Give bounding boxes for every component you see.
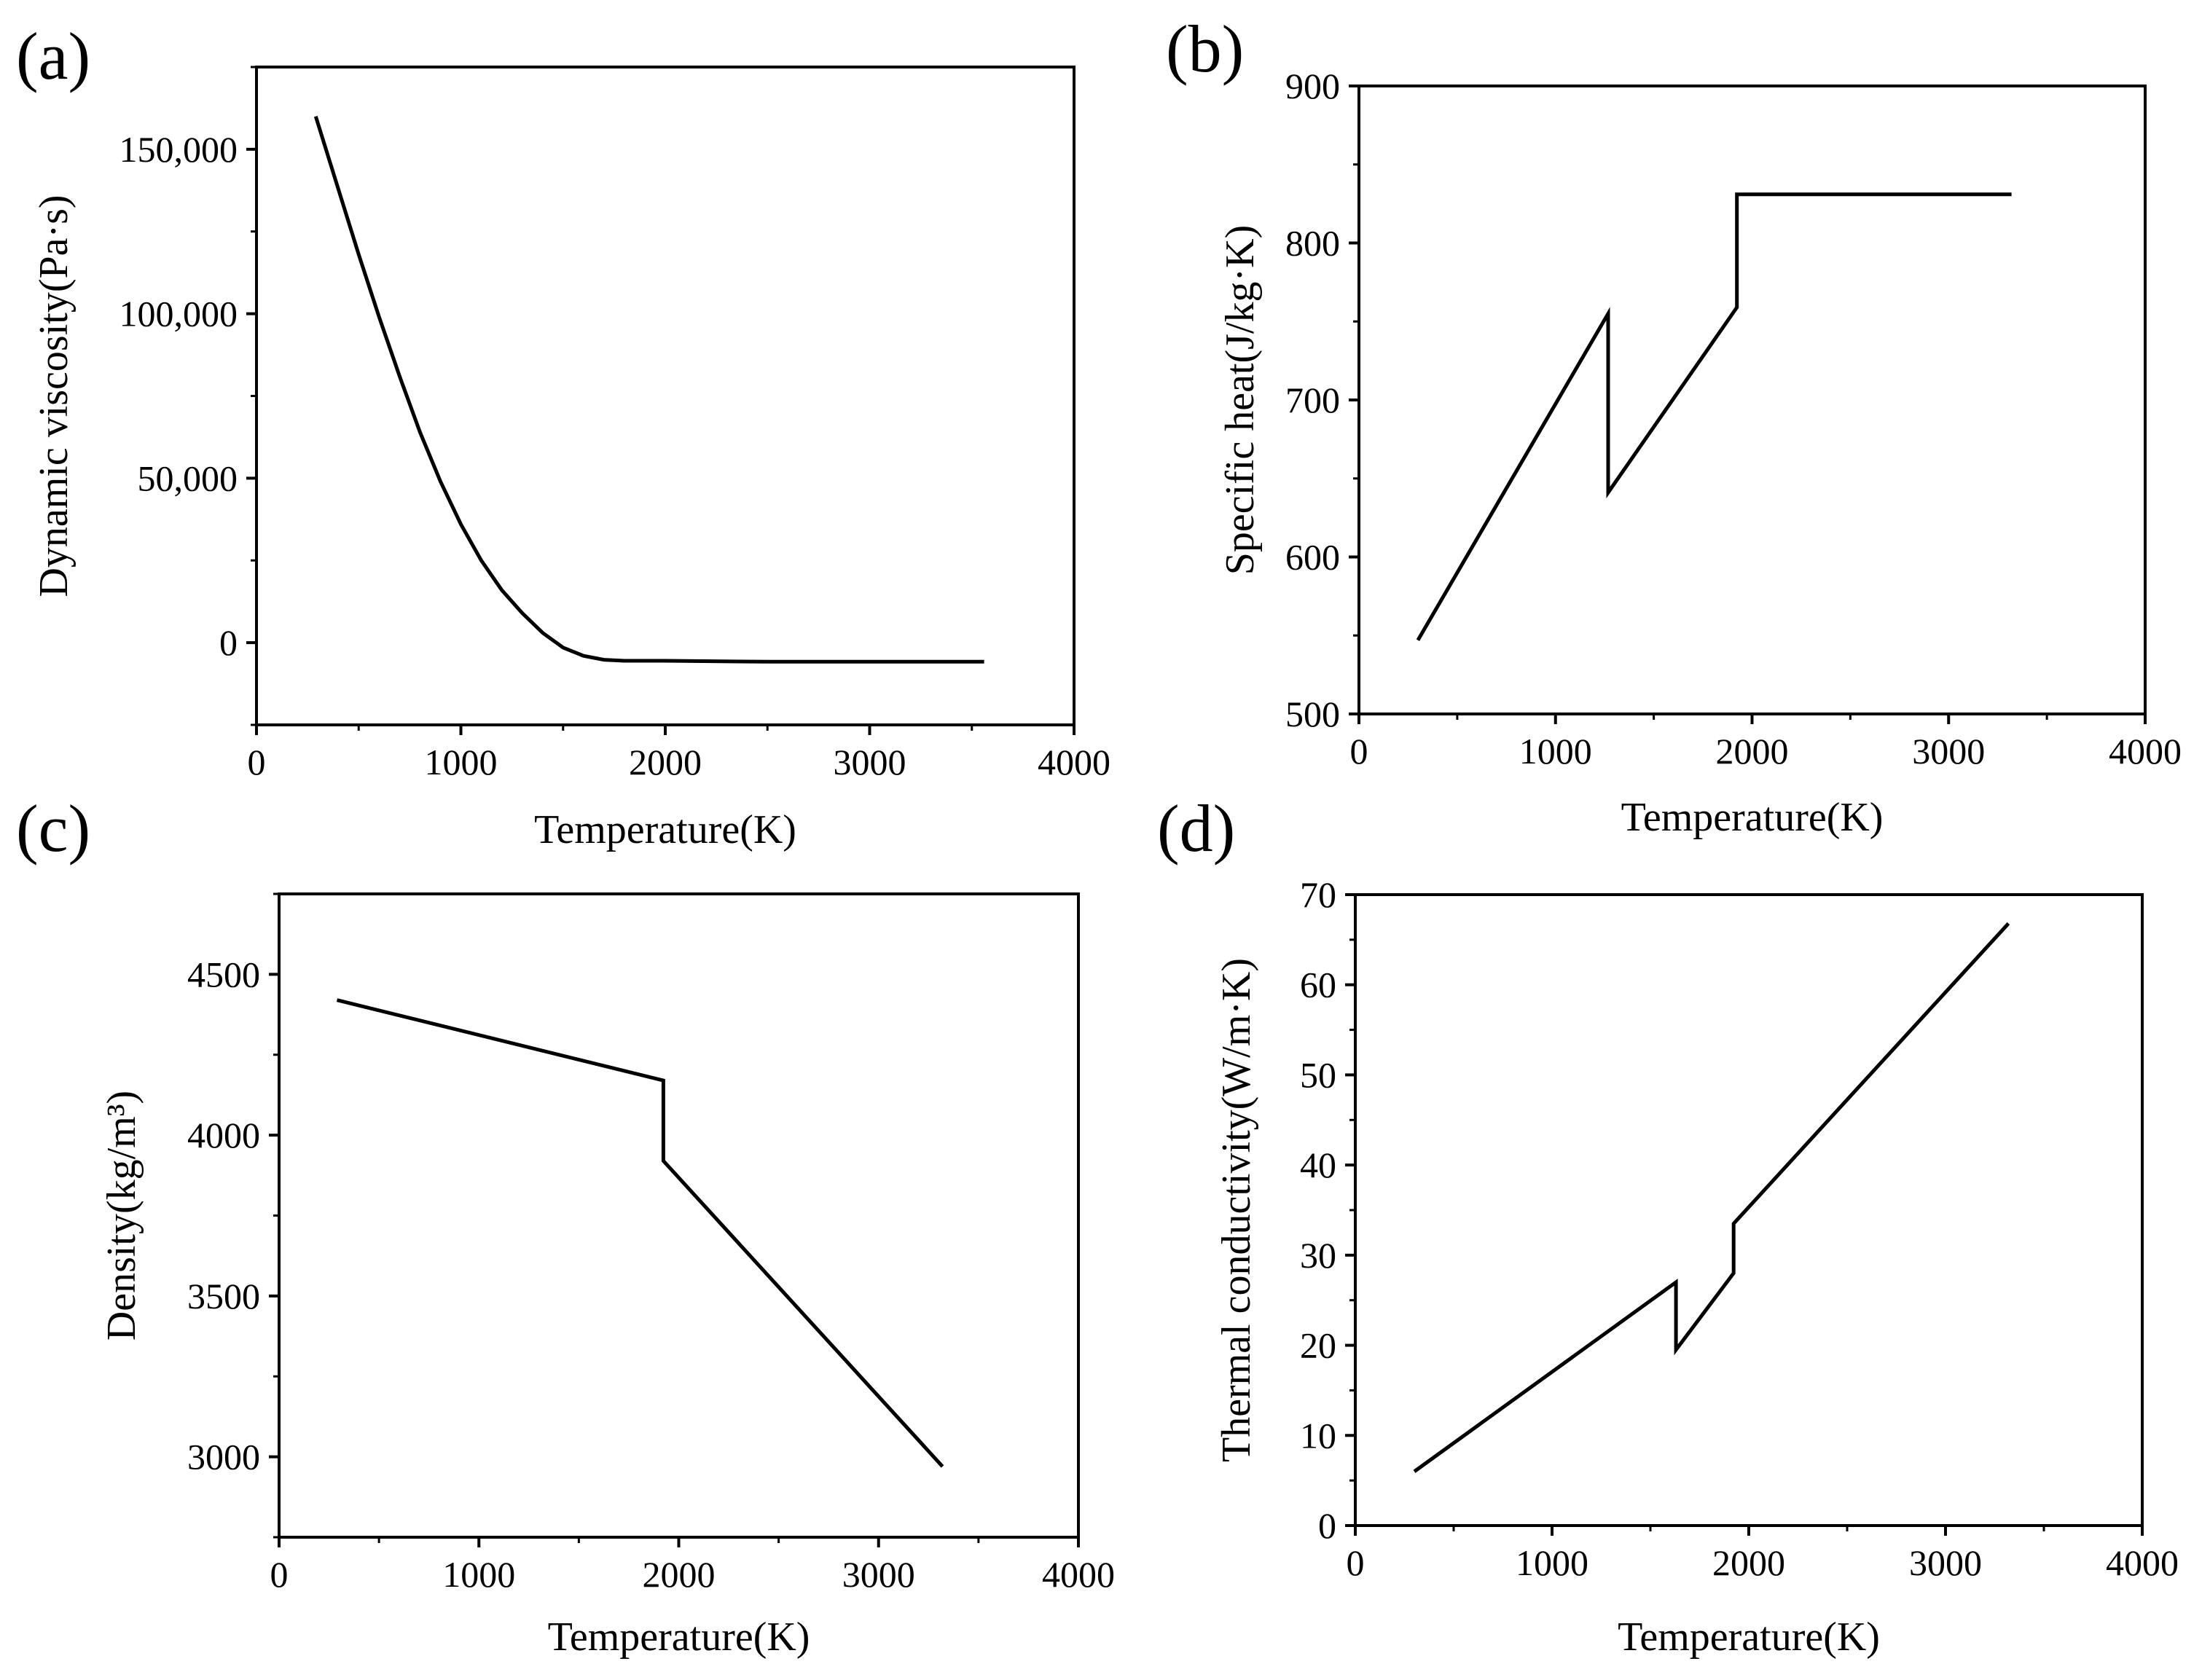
y-tick-label: 4500 [187, 954, 260, 994]
y-tick-label: 0 [1318, 1505, 1336, 1546]
panel-label: (d) [1157, 791, 1235, 865]
y-axis-title: Dynamic viscosity(Pa·s) [31, 195, 77, 597]
y-tick-label: 4000 [187, 1115, 260, 1155]
x-tick-label: 0 [270, 1554, 289, 1595]
series-line [1416, 192, 2012, 641]
x-tick-label: 0 [1347, 1542, 1365, 1583]
y-tick-label: 600 [1285, 537, 1340, 578]
y-tick-label: 30 [1300, 1235, 1336, 1276]
series-line [336, 998, 944, 1468]
x-axis-title: Temperature(K) [548, 1614, 810, 1660]
chart-panel-a: (a) 0 1000 2000 3000 4000 0 50,000 100,000 150,00… [16, 19, 1110, 852]
y-tick-label: 3000 [187, 1437, 260, 1477]
y-tick-label: 50,000 [138, 458, 238, 498]
plot-frame [278, 892, 1080, 1539]
x-tick-label: 3000 [834, 742, 906, 782]
y-tick-label: 20 [1300, 1325, 1336, 1366]
y-tick-label: 50 [1300, 1054, 1336, 1095]
y-tick-label: 3500 [187, 1276, 260, 1316]
x-tick-label: 4000 [2109, 731, 2182, 772]
y-tick-label: 700 [1285, 380, 1340, 420]
x-tick-label: 2000 [643, 1554, 716, 1595]
x-tick-label: 4000 [1038, 742, 1110, 782]
y-tick-label: 100,000 [119, 294, 238, 334]
panel-label: (b) [1166, 12, 1244, 86]
series-line [1413, 922, 2010, 1473]
y-tick-label: 900 [1285, 66, 1340, 106]
panel-label: (c) [16, 791, 90, 865]
y-tick-label: 800 [1285, 223, 1340, 264]
x-tick-label: 4000 [2106, 1542, 2179, 1583]
x-tick-label: 2000 [1712, 1542, 1785, 1583]
x-tick-label: 3000 [1909, 1542, 1982, 1583]
x-tick-label: 3000 [1912, 731, 1985, 772]
x-axis-title: Temperature(K) [1621, 795, 1884, 840]
x-tick-label: 1000 [425, 742, 498, 782]
x-tick-label: 4000 [1042, 1554, 1115, 1595]
y-axis-title: Density(kg/m³) [99, 1091, 144, 1341]
y-tick-label: 500 [1285, 694, 1340, 734]
chart-panel-c: (c) 0 1000 2000 3000 4000 3000 3500 4000 4500 Temp… [16, 791, 1115, 1660]
x-axis-title: Temperature(K) [534, 807, 796, 852]
x-tick-label: 2000 [1716, 731, 1789, 772]
x-tick-label: 0 [1350, 731, 1368, 772]
x-tick-label: 1000 [442, 1554, 515, 1595]
x-tick-label: 1000 [1519, 731, 1592, 772]
x-tick-label: 3000 [842, 1554, 915, 1595]
y-tick-label: 150,000 [119, 129, 238, 170]
x-tick-label: 0 [248, 742, 266, 782]
plot-frame [255, 66, 1075, 726]
chart-panel-d: (d) 0 1000 2000 3000 4000 0 10 20 30 40 50 60 70 Tempe… [1157, 791, 2179, 1660]
series-line [313, 115, 984, 664]
y-tick-label: 10 [1300, 1415, 1336, 1456]
y-tick-label: 40 [1300, 1145, 1336, 1185]
plot-frame [1357, 85, 2147, 715]
y-axis-title: Specific heat(J/kg·K) [1218, 225, 1263, 575]
y-tick-label: 70 [1300, 874, 1336, 915]
y-tick-label: 0 [219, 622, 238, 663]
y-tick-label: 60 [1300, 965, 1336, 1005]
x-axis-title: Temperature(K) [1618, 1614, 1880, 1660]
y-axis-title: Thermal conductivity(W/m·K) [1214, 958, 1259, 1462]
chart-panel-b: (b) 0 1000 2000 3000 4000 500 600 700 800 900 Tempe… [1166, 12, 2182, 840]
x-tick-label: 2000 [629, 742, 702, 782]
panel-label: (a) [16, 19, 90, 93]
x-tick-label: 1000 [1516, 1542, 1588, 1583]
